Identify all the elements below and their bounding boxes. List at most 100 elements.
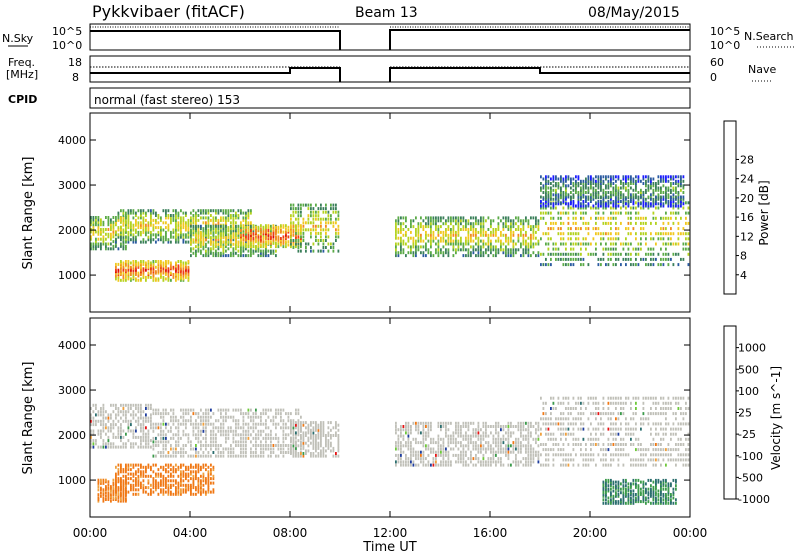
echo-cell <box>158 440 160 443</box>
echo-cell <box>623 193 625 196</box>
echo-cell <box>233 227 235 230</box>
y-tick-label: 4000 <box>58 134 86 147</box>
echo-cell <box>110 493 112 496</box>
echo-cell <box>245 235 247 238</box>
echo-cell <box>445 248 447 251</box>
echo-cell <box>190 409 192 412</box>
echo-cell <box>173 229 175 232</box>
echo-cell <box>93 430 95 433</box>
echo-cell <box>250 455 252 458</box>
echo-cell <box>215 455 217 458</box>
echo-cell <box>210 455 212 458</box>
echo-cell <box>460 460 462 463</box>
echo-cell <box>170 448 172 451</box>
echo-cell <box>455 441 457 444</box>
echo-cell <box>608 253 610 256</box>
echo-cell <box>563 178 565 181</box>
echo-cell <box>170 491 172 494</box>
power-ylabel: Slant Range [km] <box>21 157 36 270</box>
echo-cell <box>645 243 647 246</box>
echo-cell <box>125 417 127 420</box>
echo-cell <box>178 466 180 469</box>
echo-cell <box>548 191 550 194</box>
echo-cell <box>415 240 417 243</box>
echo-cell <box>405 219 407 222</box>
echo-cell <box>663 184 665 187</box>
echo-cell <box>453 454 455 457</box>
echo-cell <box>200 466 202 469</box>
echo-cell <box>215 433 217 436</box>
echo-cell <box>108 436 110 439</box>
echo-cell <box>430 245 432 248</box>
echo-cell <box>538 225 540 228</box>
echo-cell <box>660 237 662 240</box>
echo-cell <box>425 216 427 219</box>
echo-cell <box>305 221 307 224</box>
velocity-echo-cells <box>90 397 689 505</box>
echo-cell <box>153 455 155 458</box>
echo-cell <box>293 437 295 440</box>
echo-cell <box>605 222 607 225</box>
echo-cell <box>665 243 667 246</box>
echo-cell <box>445 234 447 237</box>
echo-cell <box>270 430 272 433</box>
echo-cell <box>550 217 552 220</box>
echo-cell <box>493 228 495 231</box>
echo-cell <box>418 464 420 467</box>
echo-cell <box>405 234 407 237</box>
echo-cell <box>635 201 637 204</box>
echo-cell <box>510 222 512 225</box>
echo-cell <box>133 260 135 263</box>
echo-cell <box>160 260 162 263</box>
echo-cell <box>153 444 155 447</box>
echo-cell <box>218 451 220 454</box>
echo-cell <box>463 225 465 228</box>
echo-cell <box>298 218 300 221</box>
echo-cell <box>135 470 137 473</box>
echo-cell <box>605 184 607 187</box>
echo-cell <box>510 248 512 251</box>
echo-cell <box>400 454 402 457</box>
echo-cell <box>188 484 190 487</box>
echo-cell <box>100 413 102 416</box>
echo-cell <box>315 214 317 217</box>
echo-cell <box>335 434 337 437</box>
echo-cell <box>630 222 632 225</box>
echo-cell <box>228 254 230 257</box>
echo-cell <box>155 260 157 263</box>
echo-cell <box>630 232 632 235</box>
echo-cell <box>103 446 105 449</box>
echo-cell <box>453 243 455 246</box>
echo-cell <box>440 231 442 234</box>
echo-cell <box>483 234 485 237</box>
echo-cell <box>190 455 192 458</box>
echo-cell <box>255 440 257 443</box>
echo-cell <box>113 442 115 445</box>
echo-cell <box>148 433 150 436</box>
echo-cell <box>398 428 400 431</box>
echo-cell <box>630 207 632 210</box>
echo-cell <box>453 216 455 219</box>
echo-cell <box>205 426 207 429</box>
echo-cell <box>128 473 130 476</box>
echo-cell <box>178 260 180 263</box>
echo-cell <box>320 235 322 238</box>
echo-cell <box>470 216 472 219</box>
echo-cell <box>553 202 555 205</box>
echo-cell <box>523 243 525 246</box>
echo-cell <box>463 216 465 219</box>
echo-cell <box>320 232 322 235</box>
echo-cell <box>418 234 420 237</box>
echo-cell <box>550 202 552 205</box>
echo-cell <box>145 241 147 244</box>
echo-cell <box>160 412 162 415</box>
echo-cell <box>630 263 632 266</box>
echo-cell <box>173 466 175 469</box>
echo-cell <box>285 444 287 447</box>
echo-cell <box>580 202 582 205</box>
echo-cell <box>148 417 150 420</box>
echo-cell <box>220 409 222 412</box>
echo-cell <box>243 212 245 215</box>
echo-cell <box>330 246 332 249</box>
echo-cell <box>453 248 455 251</box>
